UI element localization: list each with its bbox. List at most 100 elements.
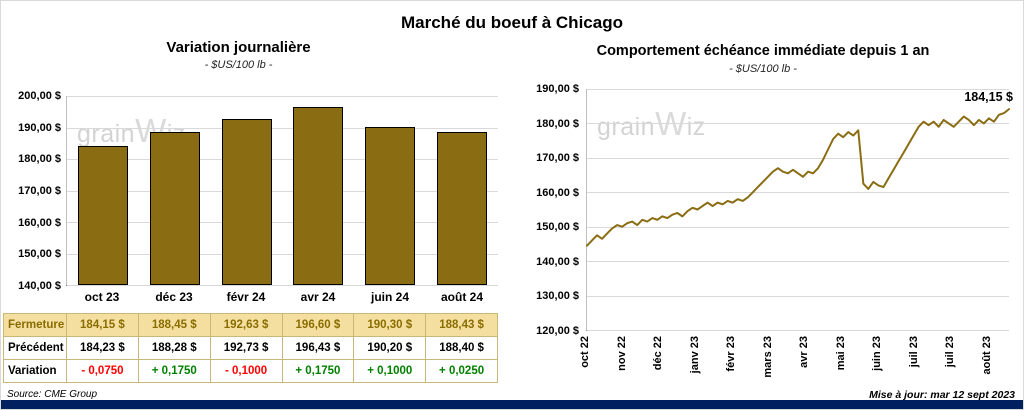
bottom-navy-bar: [1, 400, 1023, 409]
gridline: [67, 222, 498, 223]
source-note: Source: CME Group: [7, 389, 98, 400]
table-value: 192,63 $: [209, 313, 282, 336]
table-value: 188,43 $: [425, 313, 497, 336]
x-axis-label: mai 23: [834, 336, 847, 371]
price-line-svg: [586, 108, 1010, 247]
table-value: 190,30 $: [353, 313, 426, 336]
x-axis-label: juin 23: [871, 336, 884, 371]
y-axis-label: 160,00 $: [18, 216, 61, 229]
x-axis-label: juil 23: [944, 336, 957, 368]
table-value: 184,23 $: [66, 336, 138, 359]
x-axis-label: déc 22: [652, 336, 665, 371]
gridline: [67, 159, 498, 160]
y-axis-label: 150,00 $: [536, 221, 579, 234]
y-axis-label: 180,00 $: [18, 153, 61, 166]
gridline: [587, 89, 1009, 90]
table-value: 188,28 $: [137, 336, 210, 359]
table-row-fermeture: Fermeture 184,15 $188,45 $192,63 $196,60 …: [3, 313, 497, 336]
x-axis-label: nov 22: [615, 336, 628, 371]
table-value: + 0,1000: [353, 359, 426, 382]
table-value: 190,20 $: [353, 336, 426, 359]
table-value: - 0,0750: [66, 359, 138, 382]
y-axis-label: 130,00 $: [536, 290, 579, 303]
gridline: [67, 253, 498, 255]
x-axis-label: févr 23: [725, 336, 738, 372]
x-axis-label: avr 23: [798, 336, 811, 368]
table-value: + 0,1750: [137, 359, 210, 382]
gridline: [587, 157, 1009, 159]
gridline: [587, 295, 1009, 297]
x-axis-label: avr 24: [300, 290, 336, 304]
bar-chart-title: Variation journalière: [166, 39, 311, 56]
row-label: Fermeture: [3, 313, 66, 336]
line-chart-subtitle: - $US/100 lb -: [729, 63, 797, 75]
last-price-annotation: 184,15 $: [964, 90, 1013, 104]
yearly-trend-panel: Comportement échéance immédiate depuis 1…: [513, 1, 1023, 401]
row-label: Variation: [3, 359, 66, 382]
table-row-variation: Variation - 0,0750 + 0,1750- 0,1000 + 0,175…: [3, 359, 497, 382]
y-axis-label: 190,00 $: [18, 121, 61, 134]
line-ylabels: 190,00 $ 180,00 $ 170,00 $ 160,00 $ 150,00 $…: [521, 83, 579, 337]
x-axis-label: juin 24: [370, 290, 409, 304]
gridline: [587, 330, 1009, 331]
bar-2: [149, 132, 200, 285]
bar-5: [365, 126, 416, 285]
gridline: [587, 123, 1009, 125]
x-axis-label: août 23: [980, 336, 993, 375]
y-axis-label: 170,00 $: [18, 185, 61, 197]
x-axis-label: oct 23: [84, 290, 120, 304]
line-chart-title: Comportement échéance immédiate depuis 1…: [596, 43, 930, 59]
table-value: 188,40 $: [425, 336, 497, 359]
updated-note: Mise à jour: mar 12 sept 2023: [869, 389, 1015, 401]
gridline: [587, 192, 1009, 194]
x-axis-label: août 24: [440, 290, 483, 304]
table-value: - 0,1000: [209, 359, 282, 382]
gridline: [67, 285, 498, 286]
bar-ylabels: 200,00 $ 190,00 $ 180,00 $ 170,00 $ 160,00 $…: [3, 90, 61, 292]
table-value: 196,60 $: [281, 313, 354, 336]
page-title: Marché du boeuf à Chicago: [401, 13, 623, 32]
x-axis-label: févr 24: [226, 290, 266, 304]
gridline: [587, 261, 1009, 263]
x-axis-label: déc 23: [155, 290, 193, 304]
price-table: Fermeture 184,15 $188,45 $192,63 $196,60 …: [3, 313, 498, 383]
y-axis-label: 190,00 $: [536, 83, 579, 95]
line-plot: grainWiz 184,15 $: [586, 89, 1013, 331]
bar-3: [221, 119, 272, 285]
watermark-text: iz: [686, 113, 706, 141]
table-value: 192,73 $: [209, 336, 282, 359]
bar-4: [293, 106, 344, 285]
table-value: + 0,1750: [281, 359, 354, 382]
watermark-text: grain: [597, 113, 656, 141]
gridline: [67, 190, 498, 192]
row-label: Précédent: [3, 336, 66, 359]
table-value: 184,15 $: [66, 313, 138, 336]
bar-plot: grainWiz: [66, 96, 498, 286]
y-axis-label: 180,00 $: [536, 117, 579, 130]
y-axis-label: 170,00 $: [536, 152, 579, 165]
table-value: + 0,0250: [425, 359, 497, 382]
bar-6: [437, 132, 488, 285]
table-row-precedent: Précédent 184,23 $188,28 $192,73 $196,43 …: [3, 336, 497, 359]
gridline: [67, 127, 498, 129]
bar-1: [77, 145, 128, 285]
table-value: 188,45 $: [137, 313, 210, 336]
watermark-text: grain: [77, 120, 136, 148]
y-axis-label: 140,00 $: [18, 280, 61, 292]
y-axis-label: 150,00 $: [18, 248, 61, 261]
y-axis-label: 140,00 $: [536, 255, 579, 268]
gridline: [67, 96, 498, 97]
price-line: [586, 108, 1010, 247]
line-xlabels: oct 22 nov 22 déc 22 janv 23 févr 23 mars 23 a…: [579, 334, 1009, 386]
daily-variation-panel: Variation journalière - $US/100 lb - 200…: [1, 1, 513, 401]
gridline: [587, 226, 1009, 228]
y-axis-label: 160,00 $: [536, 186, 579, 199]
table-value: 196,43 $: [281, 336, 354, 359]
y-axis-label: 120,00 $: [536, 325, 579, 337]
x-axis-label: janv 23: [688, 336, 701, 374]
x-axis-label: juil 23: [907, 336, 920, 368]
grainwiz-watermark: grainWiz: [77, 112, 186, 150]
y-axis-label: 200,00 $: [18, 90, 61, 102]
bar-chart-subtitle: - $US/100 lb -: [204, 59, 273, 71]
